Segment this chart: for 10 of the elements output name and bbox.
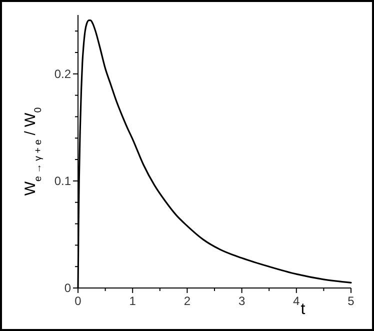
x-axis-title: t [300,301,306,318]
y-tick-label: 0.2 [54,66,72,81]
x-tick-label: 2 [184,294,191,308]
y-tick-label: 0 [64,281,72,295]
x-tick-label: 5 [348,294,355,308]
x-tick-label: 1 [129,294,136,308]
x-tick-label: 3 [238,294,246,308]
y-tick-label: 0.1 [54,174,72,188]
x-tick-label: 4 [293,294,300,308]
x-tick-label: 0 [74,294,82,308]
